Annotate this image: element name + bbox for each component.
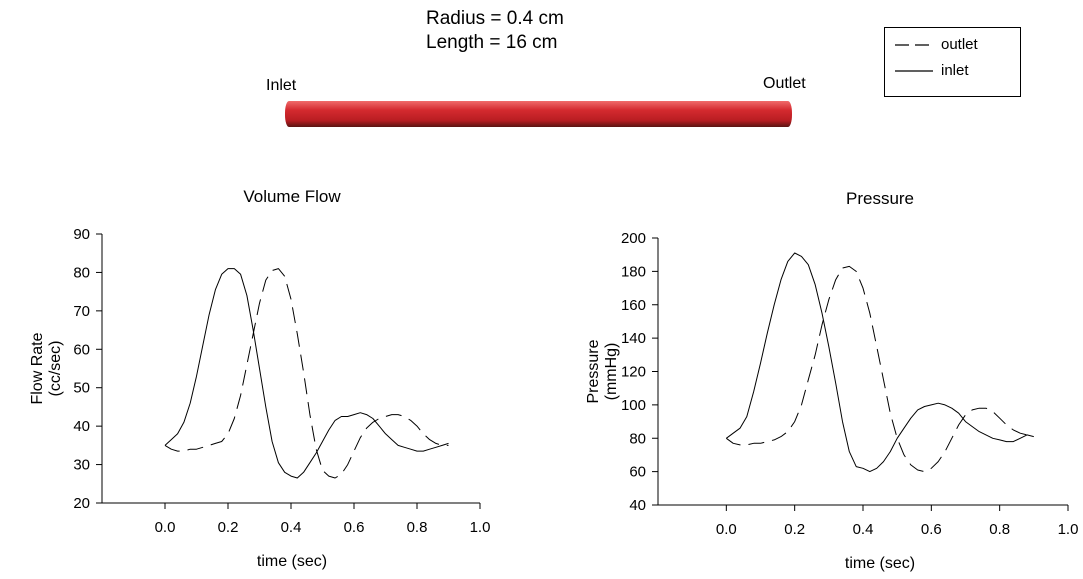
outlet-label: Outlet (763, 75, 806, 92)
vessel-tube (285, 101, 792, 127)
volume-flow-xtick-label: 0.4 (281, 519, 302, 536)
volume-flow-xtick-label: 1.0 (470, 519, 491, 536)
radius-label: Radius = 0.4 cm (426, 8, 564, 29)
pressure-xtick-label: 0.8 (989, 521, 1010, 538)
volume-flow-xtick-label: 0.8 (407, 519, 428, 536)
volume-flow-ylabel-line: (cc/sec) (47, 341, 64, 397)
volume-flow-ylabel-line: Flow Rate (29, 332, 46, 404)
solid-line-swatch (895, 69, 933, 72)
pressure-ytick-label: 100 (621, 397, 646, 414)
pressure-ytick-label: 120 (621, 364, 646, 381)
volume-flow-ytick-label: 70 (73, 303, 90, 320)
legend: outlet inlet (884, 27, 1021, 97)
volume-flow-series-outlet (164, 268, 449, 479)
pressure-xlabel: time (sec) (844, 555, 916, 572)
legend-label-inlet: inlet (941, 62, 969, 79)
pressure-ytick-label: 60 (629, 464, 646, 481)
pressure-xtick-label: 1.0 (1058, 521, 1079, 538)
pressure-xtick-label: 0.6 (921, 521, 942, 538)
pressure-ytick-label: 160 (621, 297, 646, 314)
pressure-ylabel-line: Pressure (585, 339, 602, 403)
volume-flow-ytick-label: 40 (73, 418, 90, 435)
legend-item-inlet: inlet (895, 62, 969, 79)
pressure-ytick-label: 180 (621, 263, 646, 280)
pressure-ytick-label: 200 (621, 230, 646, 247)
volume-flow-ytick-label: 80 (73, 264, 90, 281)
inlet-label: Inlet (266, 77, 297, 94)
pressure-series-inlet (726, 252, 1034, 473)
volume-flow-ytick-label: 30 (73, 457, 90, 474)
pressure-ytick-label: 80 (629, 430, 646, 447)
volume-flow-xtick-label: 0.2 (218, 519, 239, 536)
volume-flow-ytick-label: 90 (73, 226, 90, 243)
legend-label-outlet: outlet (941, 36, 978, 53)
pressure-xtick-label: 0.0 (716, 521, 737, 538)
volume-flow-ytick-label: 60 (73, 341, 90, 358)
volume-flow-chart: 20 30 40 50 60 70 80 90 0.0 0.2 0.4 0.6 0.8 1.0 Flow R… (29, 226, 491, 536)
pressure-chart: 40 60 80 100 120 140 160 180 200 0.0 0.2 0.4 0.6 0.8 1… (585, 230, 1079, 538)
volume-flow-title: Volume Flow (243, 187, 341, 206)
pressure-ytick-label: 40 (629, 497, 646, 514)
length-label: Length = 16 cm (426, 32, 558, 53)
dashed-line-swatch (895, 43, 933, 46)
legend-item-outlet: outlet (895, 36, 978, 53)
pressure-ylabel-line: (mmHg) (603, 343, 620, 401)
volume-flow-xtick-label: 0.0 (155, 519, 176, 536)
vessel-body (285, 101, 792, 127)
pressure-series-outlet (726, 265, 1034, 473)
volume-flow-xtick-label: 0.6 (344, 519, 365, 536)
volume-flow-ytick-label: 50 (73, 380, 90, 397)
pressure-title: Pressure (845, 189, 915, 208)
pressure-xtick-label: 0.2 (784, 521, 805, 538)
pressure-xtick-label: 0.4 (853, 521, 874, 538)
volume-flow-series-inlet (164, 268, 449, 479)
pressure-ytick-label: 140 (621, 330, 646, 347)
volume-flow-ytick-label: 20 (73, 495, 90, 512)
volume-flow-xlabel: time (sec) (256, 553, 328, 570)
